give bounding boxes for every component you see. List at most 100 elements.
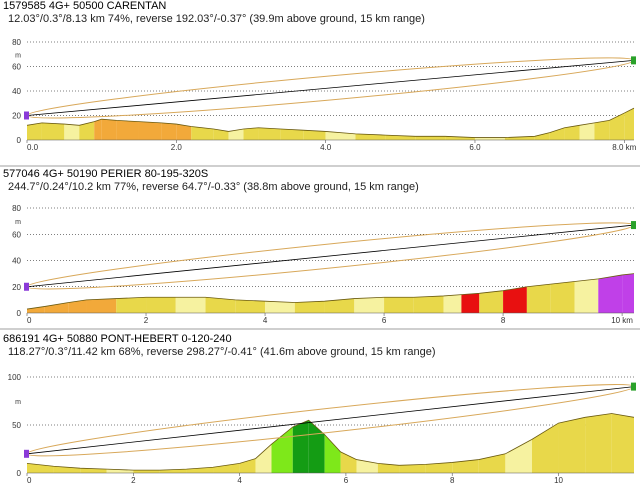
elevation-profile-chart: 80 m 60 40 20 00 2 4 6 8 10 km bbox=[12, 204, 636, 325]
panel-subtitle: 118.27°/0.3°/11.42 km 68%, reverse 298.2… bbox=[8, 346, 436, 358]
terrain-segment bbox=[243, 127, 259, 140]
terrain-segment bbox=[461, 293, 480, 313]
terrain-segment bbox=[579, 122, 595, 140]
y-tick-label: 0 bbox=[17, 309, 22, 318]
y-tick-label: 20 bbox=[12, 112, 21, 121]
terrain-segment bbox=[550, 281, 575, 313]
terrain-segment bbox=[452, 459, 479, 473]
terrain-segment bbox=[564, 125, 580, 140]
terrain-segment bbox=[27, 122, 42, 140]
terrain-segment bbox=[161, 122, 177, 140]
terrain-segment bbox=[558, 417, 586, 473]
x-tick-label: 8.0 km bbox=[612, 143, 636, 152]
terrain-segment bbox=[598, 274, 623, 313]
y-tick-label: 0 bbox=[17, 136, 22, 145]
terrain-segment bbox=[64, 124, 80, 140]
site-marker bbox=[24, 449, 29, 458]
terrain-segment bbox=[133, 470, 160, 473]
terrain-outline bbox=[26, 413, 635, 471]
y-tick-label: 60 bbox=[12, 230, 21, 239]
terrain-segment bbox=[443, 294, 462, 313]
terrain-segment bbox=[41, 122, 65, 140]
terrain-segment bbox=[101, 119, 117, 140]
terrain-segment bbox=[303, 130, 326, 140]
terrain-segment bbox=[354, 297, 385, 313]
x-tick-label: 4 bbox=[237, 476, 242, 485]
terrain-segment bbox=[116, 297, 147, 313]
elevation-profile-chart: 100 m 50 00 2 4 6 8 10 bbox=[8, 373, 636, 485]
terrain-segment bbox=[474, 137, 505, 140]
y-tick-label: 20 bbox=[12, 283, 21, 292]
y-tick-label: 50 bbox=[12, 421, 21, 430]
site-marker bbox=[24, 282, 29, 291]
target-marker bbox=[631, 56, 636, 65]
terrain-segment bbox=[213, 463, 240, 473]
terrain-segment bbox=[585, 413, 612, 473]
y-tick-label: 40 bbox=[12, 257, 21, 266]
terrain-segment bbox=[68, 299, 87, 313]
profile-panel-1: 1579585 4G+ 50500 CARENTAN 12.03°/0.3°/8… bbox=[0, 0, 640, 165]
terrain-segment bbox=[235, 299, 266, 313]
terrain-segment bbox=[324, 298, 355, 313]
terrain-segment bbox=[384, 297, 414, 313]
terrain-segment bbox=[86, 298, 117, 313]
terrain-segment bbox=[258, 127, 281, 140]
terrain-segment bbox=[574, 278, 599, 313]
terrain-segment bbox=[356, 459, 378, 473]
x-tick-label: 0 bbox=[27, 316, 32, 325]
terrain-segment bbox=[292, 420, 309, 473]
terrain-segment bbox=[255, 444, 272, 473]
elevation-profile-chart: 80 m 60 40 20 0 0.0 2.0 4.0 6.0 8.0 km bbox=[12, 38, 637, 152]
terrain-segment bbox=[324, 434, 341, 473]
terrain-segment bbox=[175, 297, 206, 313]
x-tick-label: 2 bbox=[144, 316, 149, 325]
y-tick-label: 80 bbox=[12, 38, 21, 47]
y-unit-label: m bbox=[15, 52, 21, 59]
x-tick-label: 10 bbox=[554, 476, 563, 485]
terrain-segment bbox=[79, 121, 95, 140]
y-tick-label: 60 bbox=[12, 63, 21, 72]
y-tick-label: 100 bbox=[8, 373, 22, 382]
y-tick-label: 80 bbox=[12, 204, 21, 213]
terrain-segment bbox=[505, 439, 532, 473]
profile-panel-2: 577046 4G+ 50190 PERIER 80-195-320S 244.… bbox=[0, 168, 640, 328]
panel-title: 1579585 4G+ 50500 CARENTAN bbox=[3, 0, 167, 12]
terrain-segment bbox=[425, 462, 453, 473]
terrain-segment bbox=[399, 464, 426, 473]
y-unit-label: m bbox=[15, 219, 21, 226]
terrain-segment bbox=[526, 284, 551, 313]
x-tick-label: 8 bbox=[450, 476, 455, 485]
target-marker bbox=[631, 221, 636, 230]
x-tick-label: 10 km bbox=[611, 316, 633, 325]
x-tick-label: 0.0 bbox=[27, 143, 39, 152]
terrain-segment bbox=[479, 290, 504, 313]
terrain-segment bbox=[308, 420, 325, 473]
x-tick-label: 4 bbox=[263, 316, 268, 325]
x-tick-label: 6.0 bbox=[469, 143, 481, 152]
panel-separator bbox=[0, 328, 640, 330]
terrain-segment bbox=[503, 286, 527, 313]
terrain-segment bbox=[355, 133, 386, 140]
line-of-sight bbox=[26, 386, 635, 455]
terrain-segment bbox=[478, 453, 506, 473]
terrain-segment bbox=[138, 121, 162, 140]
x-tick-label: 6 bbox=[382, 316, 387, 325]
terrain-segment bbox=[146, 297, 176, 313]
terrain-segment bbox=[280, 128, 304, 140]
terrain-segment bbox=[594, 120, 610, 140]
terrain-outline bbox=[26, 273, 635, 310]
terrain-segment bbox=[228, 128, 244, 140]
terrain-segment bbox=[186, 467, 214, 473]
terrain-segment bbox=[504, 136, 535, 140]
terrain-segment bbox=[534, 132, 550, 140]
x-tick-label: 4.0 bbox=[320, 143, 332, 152]
terrain-segment bbox=[624, 108, 634, 140]
y-tick-label: 40 bbox=[12, 87, 21, 96]
terrain-segment bbox=[265, 301, 295, 313]
terrain-segment bbox=[609, 113, 625, 140]
terrain-segment bbox=[531, 423, 559, 473]
y-tick-label: 0 bbox=[17, 469, 22, 478]
terrain-segment bbox=[445, 136, 475, 140]
panel-separator bbox=[0, 165, 640, 167]
terrain-segment bbox=[413, 295, 444, 313]
